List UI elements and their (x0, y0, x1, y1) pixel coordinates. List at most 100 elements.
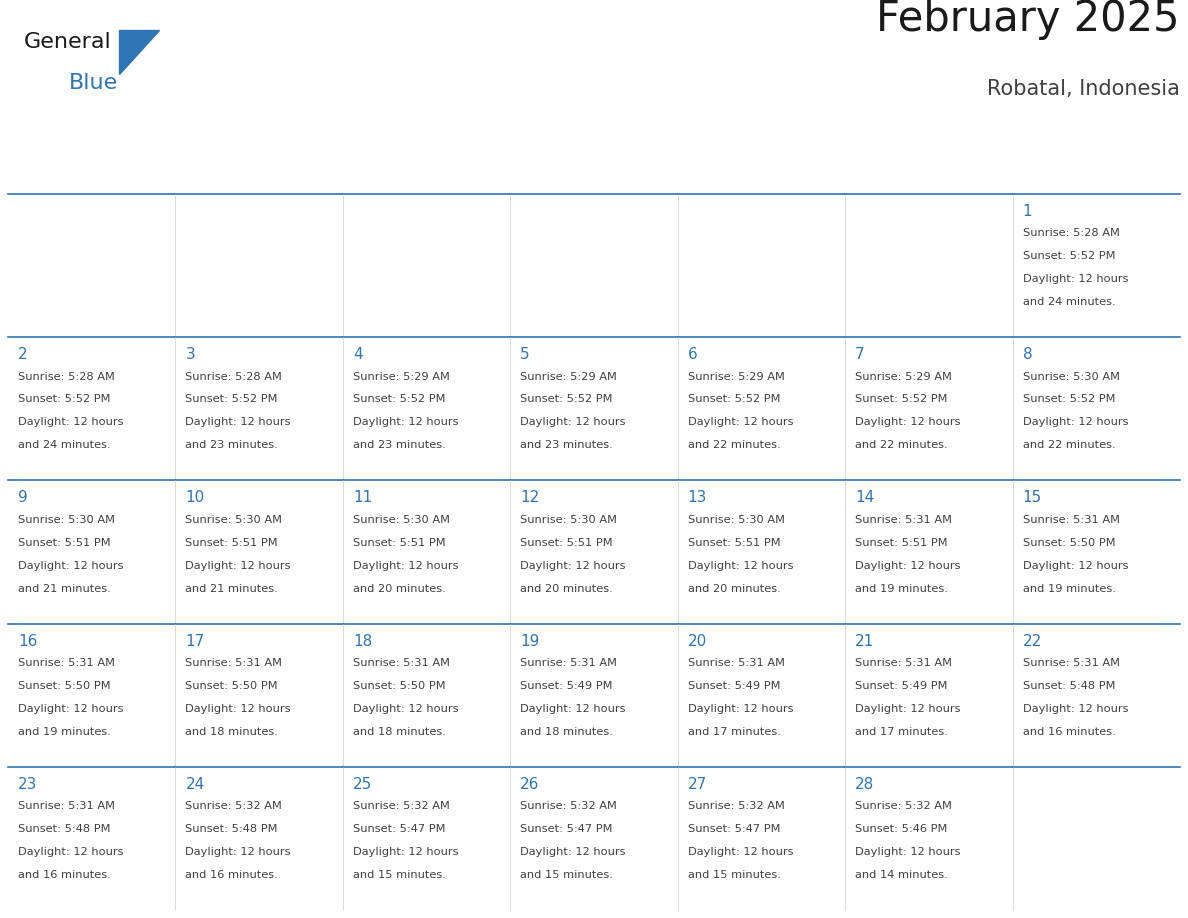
Text: 20: 20 (688, 633, 707, 649)
Text: and 16 minutes.: and 16 minutes. (1023, 727, 1116, 737)
Text: Daylight: 12 hours: Daylight: 12 hours (353, 418, 459, 428)
Text: 10: 10 (185, 490, 204, 506)
Text: Daylight: 12 hours: Daylight: 12 hours (353, 847, 459, 857)
Text: Sunrise: 5:29 AM: Sunrise: 5:29 AM (855, 372, 952, 382)
Text: Daylight: 12 hours: Daylight: 12 hours (688, 418, 794, 428)
Text: Sunrise: 5:30 AM: Sunrise: 5:30 AM (353, 515, 450, 525)
Text: and 18 minutes.: and 18 minutes. (353, 727, 446, 737)
Text: Sunset: 5:52 PM: Sunset: 5:52 PM (353, 395, 446, 405)
Text: and 14 minutes.: and 14 minutes. (855, 870, 948, 880)
Text: Sunset: 5:52 PM: Sunset: 5:52 PM (688, 395, 781, 405)
Text: 13: 13 (688, 490, 707, 506)
Text: Daylight: 12 hours: Daylight: 12 hours (855, 418, 961, 428)
Text: 15: 15 (1023, 490, 1042, 506)
Text: Wednesday: Wednesday (522, 170, 607, 185)
Text: Sunset: 5:50 PM: Sunset: 5:50 PM (353, 681, 446, 691)
Text: and 22 minutes.: and 22 minutes. (855, 441, 948, 451)
Text: Daylight: 12 hours: Daylight: 12 hours (185, 704, 291, 714)
Text: Sunrise: 5:32 AM: Sunrise: 5:32 AM (520, 801, 618, 812)
Text: Daylight: 12 hours: Daylight: 12 hours (185, 561, 291, 571)
Text: Sunset: 5:49 PM: Sunset: 5:49 PM (688, 681, 781, 691)
Text: Daylight: 12 hours: Daylight: 12 hours (18, 418, 124, 428)
Text: 4: 4 (353, 347, 362, 363)
Text: Daylight: 12 hours: Daylight: 12 hours (688, 704, 794, 714)
Text: 28: 28 (855, 777, 874, 792)
Text: Sunrise: 5:31 AM: Sunrise: 5:31 AM (1023, 658, 1119, 668)
Text: Friday: Friday (857, 170, 902, 185)
Text: and 17 minutes.: and 17 minutes. (855, 727, 948, 737)
Text: Sunrise: 5:32 AM: Sunrise: 5:32 AM (855, 801, 952, 812)
Text: Sunset: 5:52 PM: Sunset: 5:52 PM (185, 395, 278, 405)
Text: Sunrise: 5:31 AM: Sunrise: 5:31 AM (18, 801, 115, 812)
Text: Sunrise: 5:32 AM: Sunrise: 5:32 AM (353, 801, 450, 812)
Text: and 19 minutes.: and 19 minutes. (855, 584, 948, 594)
Text: and 21 minutes.: and 21 minutes. (185, 584, 278, 594)
Text: Daylight: 12 hours: Daylight: 12 hours (520, 704, 626, 714)
Text: 9: 9 (18, 490, 27, 506)
Text: Daylight: 12 hours: Daylight: 12 hours (185, 847, 291, 857)
Text: 19: 19 (520, 633, 539, 649)
Text: Sunrise: 5:30 AM: Sunrise: 5:30 AM (520, 515, 618, 525)
Text: Sunrise: 5:28 AM: Sunrise: 5:28 AM (185, 372, 283, 382)
Text: Tuesday: Tuesday (354, 170, 415, 185)
Text: Daylight: 12 hours: Daylight: 12 hours (688, 847, 794, 857)
Text: 24: 24 (185, 777, 204, 792)
Text: and 19 minutes.: and 19 minutes. (18, 727, 110, 737)
Text: 17: 17 (185, 633, 204, 649)
Text: and 19 minutes.: and 19 minutes. (1023, 584, 1116, 594)
Text: Sunset: 5:51 PM: Sunset: 5:51 PM (185, 538, 278, 548)
Text: 6: 6 (688, 347, 697, 363)
Text: Daylight: 12 hours: Daylight: 12 hours (1023, 704, 1129, 714)
Text: 16: 16 (18, 633, 37, 649)
Text: Sunset: 5:47 PM: Sunset: 5:47 PM (688, 824, 781, 834)
Text: and 18 minutes.: and 18 minutes. (185, 727, 278, 737)
Text: Sunrise: 5:29 AM: Sunrise: 5:29 AM (520, 372, 618, 382)
Text: Sunset: 5:50 PM: Sunset: 5:50 PM (185, 681, 278, 691)
Text: Sunset: 5:52 PM: Sunset: 5:52 PM (1023, 252, 1116, 262)
Text: Daylight: 12 hours: Daylight: 12 hours (18, 847, 124, 857)
Text: Sunrise: 5:31 AM: Sunrise: 5:31 AM (18, 658, 115, 668)
Text: 12: 12 (520, 490, 539, 506)
Text: Daylight: 12 hours: Daylight: 12 hours (185, 418, 291, 428)
Text: Thursday: Thursday (689, 170, 758, 185)
Text: Sunset: 5:48 PM: Sunset: 5:48 PM (18, 824, 110, 834)
Text: 26: 26 (520, 777, 539, 792)
Polygon shape (119, 30, 159, 74)
Text: Sunset: 5:52 PM: Sunset: 5:52 PM (520, 395, 613, 405)
Text: Daylight: 12 hours: Daylight: 12 hours (1023, 418, 1129, 428)
Text: 3: 3 (185, 347, 195, 363)
Text: 23: 23 (18, 777, 37, 792)
Text: 7: 7 (855, 347, 865, 363)
Text: Saturday: Saturday (1024, 170, 1091, 185)
Text: Daylight: 12 hours: Daylight: 12 hours (520, 847, 626, 857)
Text: and 24 minutes.: and 24 minutes. (1023, 297, 1116, 308)
Text: and 15 minutes.: and 15 minutes. (353, 870, 446, 880)
Text: 21: 21 (855, 633, 874, 649)
Text: Sunset: 5:49 PM: Sunset: 5:49 PM (520, 681, 613, 691)
Text: Blue: Blue (69, 73, 118, 94)
Text: February 2025: February 2025 (877, 0, 1180, 40)
Text: Sunrise: 5:31 AM: Sunrise: 5:31 AM (688, 658, 785, 668)
Text: and 16 minutes.: and 16 minutes. (18, 870, 110, 880)
Text: Daylight: 12 hours: Daylight: 12 hours (1023, 274, 1129, 285)
Text: Sunset: 5:51 PM: Sunset: 5:51 PM (520, 538, 613, 548)
Text: Daylight: 12 hours: Daylight: 12 hours (855, 704, 961, 714)
Text: 1: 1 (1023, 204, 1032, 219)
Text: Daylight: 12 hours: Daylight: 12 hours (855, 847, 961, 857)
Text: 14: 14 (855, 490, 874, 506)
Text: Daylight: 12 hours: Daylight: 12 hours (688, 561, 794, 571)
Text: Sunset: 5:52 PM: Sunset: 5:52 PM (855, 395, 948, 405)
Text: Sunset: 5:46 PM: Sunset: 5:46 PM (855, 824, 948, 834)
Text: 25: 25 (353, 777, 372, 792)
Text: Sunset: 5:51 PM: Sunset: 5:51 PM (353, 538, 446, 548)
Text: Sunset: 5:50 PM: Sunset: 5:50 PM (18, 681, 110, 691)
Text: Sunset: 5:50 PM: Sunset: 5:50 PM (1023, 538, 1116, 548)
Text: and 18 minutes.: and 18 minutes. (520, 727, 613, 737)
Text: Monday: Monday (188, 170, 245, 185)
Text: and 15 minutes.: and 15 minutes. (520, 870, 613, 880)
Text: 18: 18 (353, 633, 372, 649)
Text: and 16 minutes.: and 16 minutes. (185, 870, 278, 880)
Text: Sunrise: 5:31 AM: Sunrise: 5:31 AM (855, 658, 953, 668)
Text: 8: 8 (1023, 347, 1032, 363)
Text: and 15 minutes.: and 15 minutes. (688, 870, 781, 880)
